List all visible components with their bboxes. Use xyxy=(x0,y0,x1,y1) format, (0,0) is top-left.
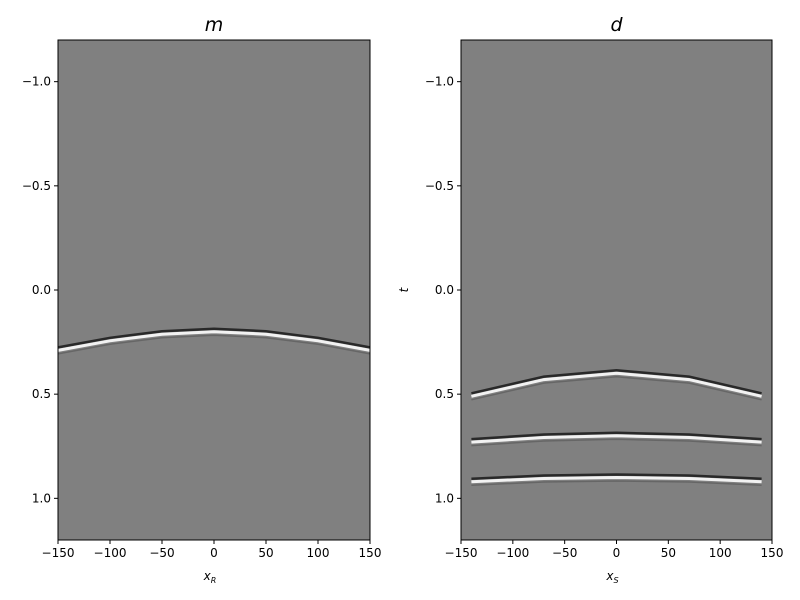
x-tick-label: 100 xyxy=(307,546,330,560)
x-tick-label: −100 xyxy=(94,546,127,560)
x-axis-label-sub: R xyxy=(211,576,217,585)
x-axis-label-base: x xyxy=(605,569,614,583)
wavelet-trough xyxy=(471,473,762,480)
x-tick-label: 100 xyxy=(709,546,732,560)
y-tick-label: 0.0 xyxy=(32,283,51,297)
x-tick-label: −150 xyxy=(445,546,478,560)
y-tick-label: 1.0 xyxy=(435,491,454,505)
axes-title: d xyxy=(610,14,623,36)
wavelet-side xyxy=(471,376,762,401)
x-axis-label-base: x xyxy=(203,569,212,583)
x-tick-label: −50 xyxy=(552,546,577,560)
wavelet-trough xyxy=(471,369,762,395)
image-background xyxy=(461,40,772,540)
y-tick-label: −1.0 xyxy=(425,75,454,89)
image-background xyxy=(58,40,370,540)
y-tick-label: 0.5 xyxy=(435,387,454,401)
x-tick-label: −50 xyxy=(149,546,174,560)
y-tick-label: −1.0 xyxy=(22,75,51,89)
x-axis-label-sub: S xyxy=(614,576,619,585)
wavelet-peak xyxy=(57,330,371,352)
y-tick-label: −0.5 xyxy=(425,179,454,193)
x-tick-label: 50 xyxy=(258,546,273,560)
wavelet-peak xyxy=(471,371,762,398)
x-tick-label: 50 xyxy=(661,546,676,560)
y-tick-label: 0.5 xyxy=(32,387,51,401)
wavelet-side xyxy=(57,334,371,355)
wavelet-trough xyxy=(471,431,762,441)
wavelet-side xyxy=(471,480,762,486)
wavelet-trough xyxy=(57,327,371,349)
x-tick-label: 150 xyxy=(761,546,784,560)
wavelet-peak xyxy=(471,475,762,484)
x-tick-label: −150 xyxy=(42,546,75,560)
wavelet-peak xyxy=(471,434,762,444)
y-axis-label: t xyxy=(397,286,411,292)
x-tick-label: 0 xyxy=(210,546,218,560)
y-tick-label: 0.0 xyxy=(435,283,454,297)
y-tick-label: 1.0 xyxy=(32,491,51,505)
x-axis-label: xS xyxy=(605,569,618,585)
y-tick-label: −0.5 xyxy=(22,179,51,193)
x-tick-label: 150 xyxy=(359,546,382,560)
x-tick-label: −100 xyxy=(496,546,529,560)
axes-title: m xyxy=(205,14,224,36)
x-axis-label: xR xyxy=(203,569,217,585)
x-tick-label: 0 xyxy=(613,546,621,560)
wavelet-side xyxy=(471,438,762,447)
